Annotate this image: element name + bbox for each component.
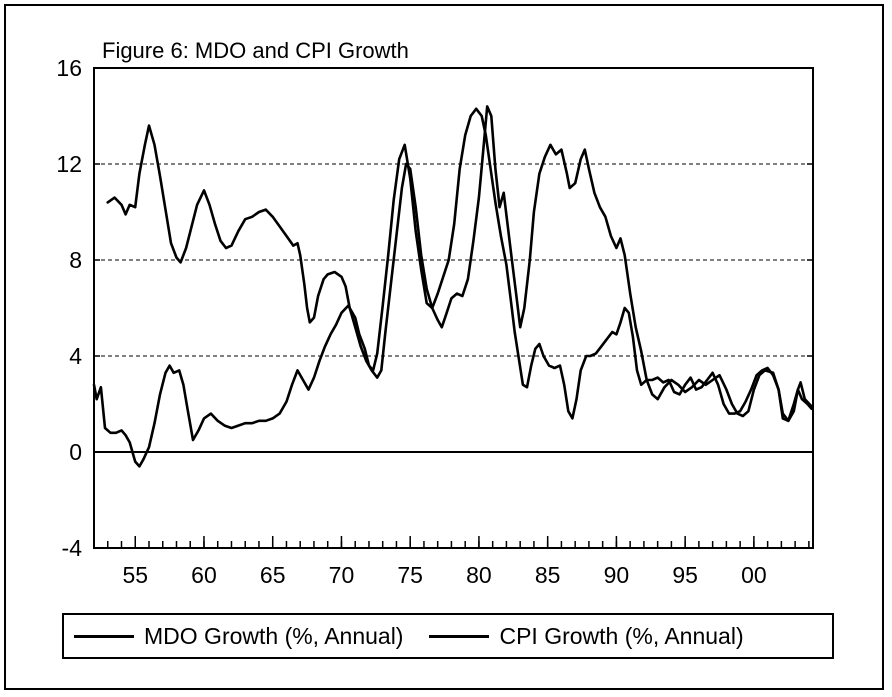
- legend-label-cpi: CPI Growth (%, Annual): [499, 622, 744, 649]
- x-tick-label: 00: [741, 562, 767, 588]
- x-tick-label: 70: [329, 562, 355, 588]
- legend-item-mdo: MDO Growth (%, Annual): [74, 623, 403, 650]
- y-tick-label: 4: [69, 343, 82, 369]
- x-tick-label: 95: [672, 562, 698, 588]
- y-tick-label: 12: [56, 151, 82, 177]
- chart-title: Figure 6: MDO and CPI Growth: [102, 38, 409, 63]
- y-tick-label: 16: [56, 55, 82, 81]
- series-line-cpi-growth: [92, 107, 813, 468]
- x-tick-label: 85: [535, 562, 561, 588]
- y-tick-label: 0: [69, 439, 82, 465]
- legend-label-mdo: MDO Growth (%, Annual): [144, 622, 404, 649]
- series-lines: [92, 105, 813, 468]
- axes: -4 0 4 8 12 16 55 60 65 70 75 80 85 90 95 00: [56, 55, 813, 588]
- x-tick-label: 60: [191, 562, 217, 588]
- x-tick-label: 55: [122, 562, 148, 588]
- legend-swatch-mdo: [74, 634, 134, 638]
- y-tick-label: -4: [62, 535, 83, 561]
- grid-lines: [94, 163, 813, 453]
- legend: MDO Growth (%, Annual) CPI Growth (%, An…: [62, 613, 834, 659]
- x-tick-label: 75: [397, 562, 423, 588]
- series-line-mdo-growth: [106, 105, 813, 423]
- y-tick-label: 8: [69, 247, 82, 273]
- legend-swatch-cpi: [429, 634, 490, 638]
- plot-area: [93, 67, 814, 549]
- legend-item-cpi: CPI Growth (%, Annual): [429, 622, 744, 650]
- x-tick-label: 80: [466, 562, 492, 588]
- x-tick-label: 90: [604, 562, 630, 588]
- x-tick-label: 65: [260, 562, 286, 588]
